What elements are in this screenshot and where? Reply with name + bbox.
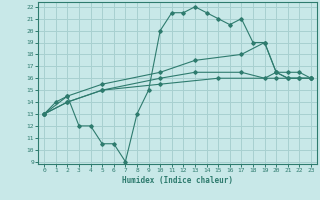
X-axis label: Humidex (Indice chaleur): Humidex (Indice chaleur) bbox=[122, 176, 233, 185]
